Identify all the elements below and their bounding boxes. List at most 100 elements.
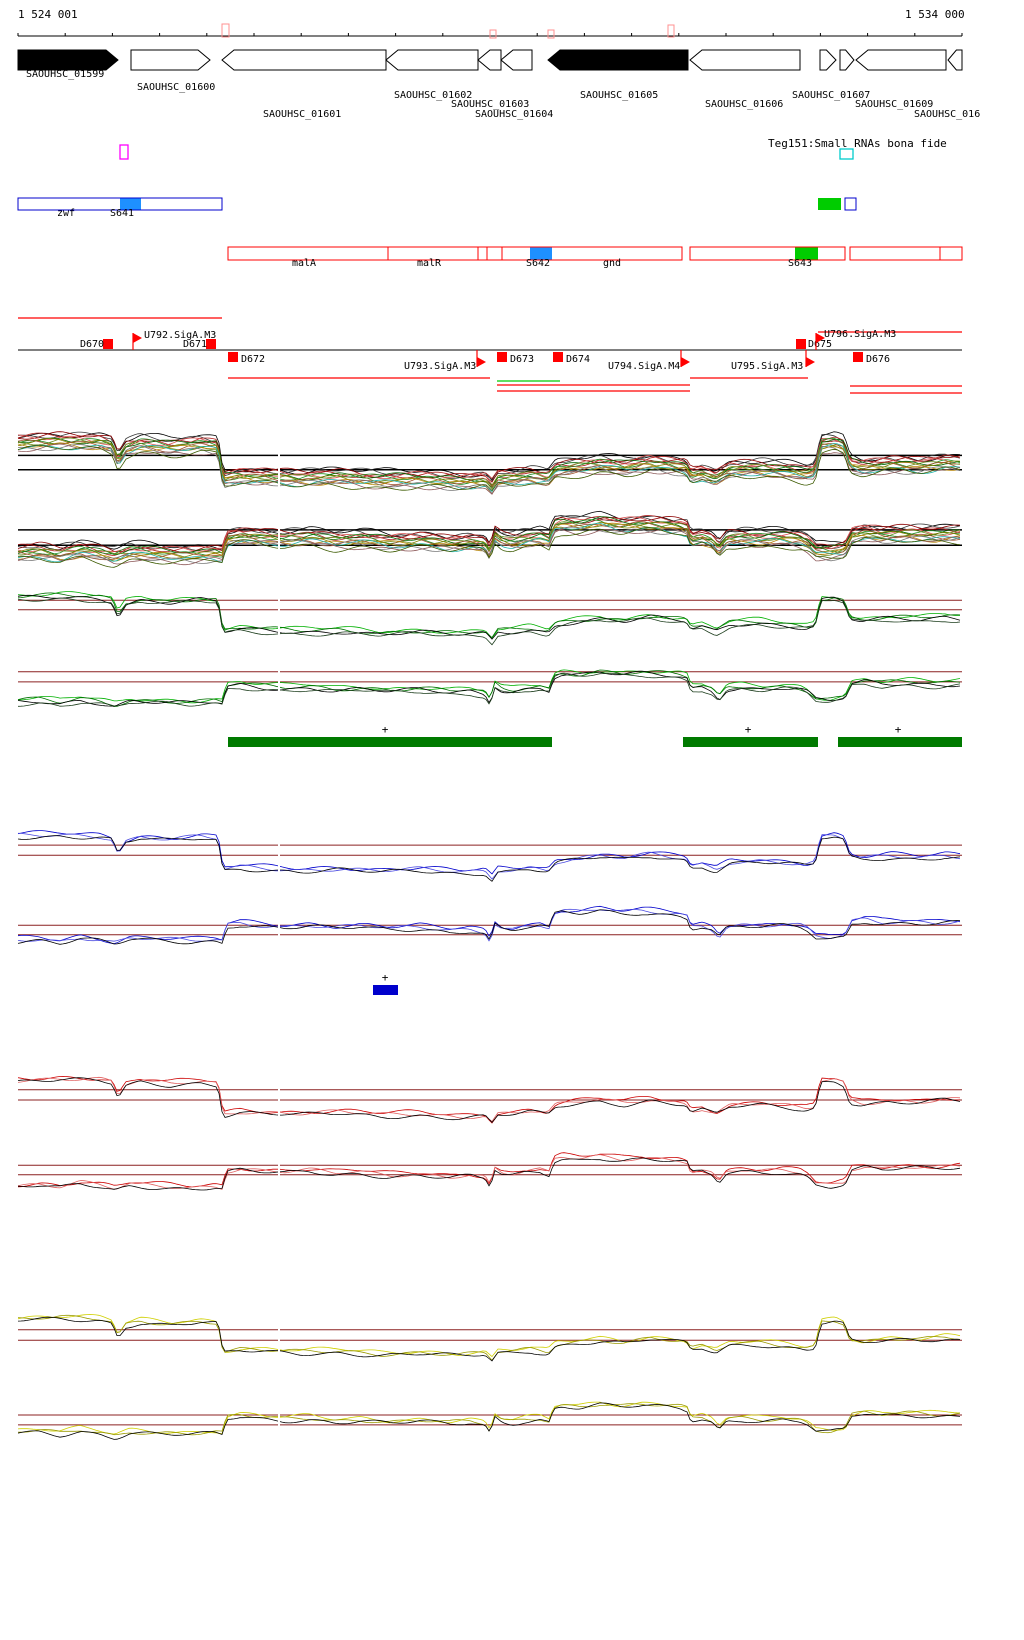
gene-arrow-SAOUHSC_01607-2[interactable]: [839, 49, 855, 71]
promoter-flag-U792.SigA.M3[interactable]: [133, 333, 142, 343]
ruler-selection-mark[interactable]: [489, 29, 497, 39]
gene-arrow-SAOUHSC_01605[interactable]: [547, 49, 689, 71]
region-label-S641: S641: [110, 208, 134, 219]
region-fill-segment[interactable]: [530, 247, 552, 260]
ruler-end-label: 1 534 000: [905, 8, 965, 21]
gene-arrow-SAOUHSC_01604[interactable]: [500, 49, 533, 71]
gene-label-SAOUHSC_016: SAOUHSC_016: [914, 109, 980, 120]
expression-curve-yellow-condition-strand1: [17, 1314, 961, 1361]
expression-curve-red-condition-strand1: [17, 1075, 961, 1124]
gene-label-SAOUHSC_01601: SAOUHSC_01601: [263, 109, 341, 120]
region-fill-segment[interactable]: [120, 198, 141, 210]
expression-curve-all-samples-strand1: [17, 434, 961, 486]
promoter-flag-U794.SigA.M4[interactable]: [681, 357, 690, 367]
expression-curve-blue-condition-strand2: [17, 908, 961, 942]
gene-label-SAOUHSC_01603: SAOUHSC_01603: [451, 99, 529, 110]
region-outline-box[interactable]: [17, 197, 223, 211]
strand-plus-mark: +: [745, 723, 752, 736]
expression-curve-red-condition-strand1: [17, 1076, 961, 1123]
promoter-label-U796.SigA.M3: U796.SigA.M3: [824, 329, 896, 340]
terminator-D672[interactable]: [228, 352, 238, 362]
region-outline-box[interactable]: [689, 246, 846, 261]
region-label-malA: malA: [292, 258, 316, 269]
detected-transcript-bar-green[interactable]: [683, 737, 818, 747]
terminator-label-D675: D675: [808, 339, 832, 350]
expression-curve-all-samples-strand2: [17, 527, 961, 568]
teg151-label: Teg151:Small RNAs bona fide: [768, 137, 947, 150]
gene-label-SAOUHSC_01606: SAOUHSC_01606: [705, 99, 783, 110]
gene-label-SAOUHSC_01607: SAOUHSC_01607: [792, 90, 870, 101]
ruler-selection-mark[interactable]: [547, 29, 555, 39]
gene-arrow-SAOUHSC_01607[interactable]: [819, 49, 837, 71]
expression-curve-yellow-condition-strand2: [17, 1403, 961, 1436]
terminator-D673[interactable]: [497, 352, 507, 362]
expression-curve-green-condition-strand1: [17, 594, 961, 640]
teg151-srna-box[interactable]: [839, 148, 854, 160]
expression-curve-all-samples-strand2: [17, 515, 961, 557]
region-outline-box[interactable]: [227, 246, 683, 261]
gene-arrow-SAOUHSC_01599[interactable]: [17, 49, 119, 71]
expression-curve-green-condition-strand1: [17, 597, 961, 646]
expression-curve-red-condition-strand2: [17, 1152, 961, 1188]
expression-curve-all-samples-strand1: [17, 439, 961, 488]
expression-curve-green-condition-strand2: [17, 672, 961, 707]
terminator-D674[interactable]: [553, 352, 563, 362]
gene-arrow-SAOUHSC_01602[interactable]: [385, 49, 479, 71]
gene-label-SAOUHSC_01599: SAOUHSC_01599: [26, 69, 104, 80]
expression-curve-all-samples-strand2: [17, 516, 961, 553]
terminator-D671[interactable]: [206, 339, 216, 349]
terminator-label-D672: D672: [241, 354, 265, 365]
expression-curve-blue-condition-strand2: [17, 909, 961, 945]
expression-curve-red-condition-strand2: [17, 1157, 961, 1191]
region-outline-box[interactable]: [844, 197, 857, 211]
terminator-D675[interactable]: [796, 339, 806, 349]
region-outline-box[interactable]: [849, 246, 963, 261]
detected-transcript-bar-green[interactable]: [228, 737, 552, 747]
ruler-selection-mark[interactable]: [221, 23, 230, 38]
region-fill-segment[interactable]: [795, 247, 818, 260]
detected-transcript-bar-green[interactable]: [838, 737, 962, 747]
expression-curve-green-condition-strand1: [17, 591, 960, 639]
region-label-gnd: gnd: [603, 258, 621, 269]
ruler-selection-mark[interactable]: [667, 24, 675, 38]
expression-curve-all-samples-strand2: [17, 522, 961, 561]
gene-arrow-SAOUHSC_01606[interactable]: [689, 49, 801, 71]
gene-arrow-SAOUHSC_01601[interactable]: [221, 49, 387, 71]
strand-plus-mark: +: [382, 971, 389, 984]
gene-label-SAOUHSC_01604: SAOUHSC_01604: [475, 109, 553, 120]
promoter-flag-U795.SigA.M3[interactable]: [806, 357, 815, 367]
gene-arrow-SAOUHSC_01609[interactable]: [855, 49, 947, 71]
terminator-label-D671: D671: [183, 339, 207, 350]
region-label-zwf: zwf: [57, 208, 75, 219]
expression-curve-all-samples-strand1: [17, 444, 961, 492]
magenta-annotation-box[interactable]: [119, 144, 129, 160]
expression-curve-green-condition-strand1: [17, 592, 961, 639]
expression-curve-all-samples-strand1: [17, 443, 961, 493]
expression-curve-yellow-condition-strand1: [17, 1316, 961, 1362]
region-label-malR: malR: [417, 258, 442, 269]
detected-transcript-bar-blue[interactable]: [373, 985, 398, 995]
expression-curve-all-samples-strand2: [18, 521, 961, 559]
terminator-D676[interactable]: [853, 352, 863, 362]
expression-curve-all-samples-strand1: [17, 431, 961, 483]
terminator-label-D673: D673: [510, 354, 534, 365]
strand-plus-mark: +: [895, 723, 902, 736]
terminator-D670[interactable]: [103, 339, 113, 349]
promoter-label-U793.SigA.M3: U793.SigA.M3: [404, 361, 476, 372]
expression-curve-yellow-condition-strand2: [17, 1402, 961, 1440]
gene-label-SAOUHSC_01602: SAOUHSC_01602: [394, 90, 472, 101]
terminator-label-D676: D676: [866, 354, 890, 365]
promoter-flag-U796.SigA.M3[interactable]: [816, 333, 825, 343]
missing-data-gap: [278, 424, 280, 1458]
expression-curve-blue-condition-strand2: [17, 905, 961, 945]
terminator-label-D674: D674: [566, 354, 590, 365]
promoter-flag-U793.SigA.M3[interactable]: [477, 357, 486, 367]
gene-arrow-SAOUHSC_016[interactable]: [947, 49, 963, 71]
gene-arrow-SAOUHSC_01600[interactable]: [130, 49, 211, 71]
promoter-label-U792.SigA.M3: U792.SigA.M3: [144, 330, 216, 341]
terminator-label-D670: D670: [80, 339, 104, 350]
gene-arrow-SAOUHSC_01603[interactable]: [477, 49, 502, 71]
region-fill-segment[interactable]: [818, 198, 841, 210]
